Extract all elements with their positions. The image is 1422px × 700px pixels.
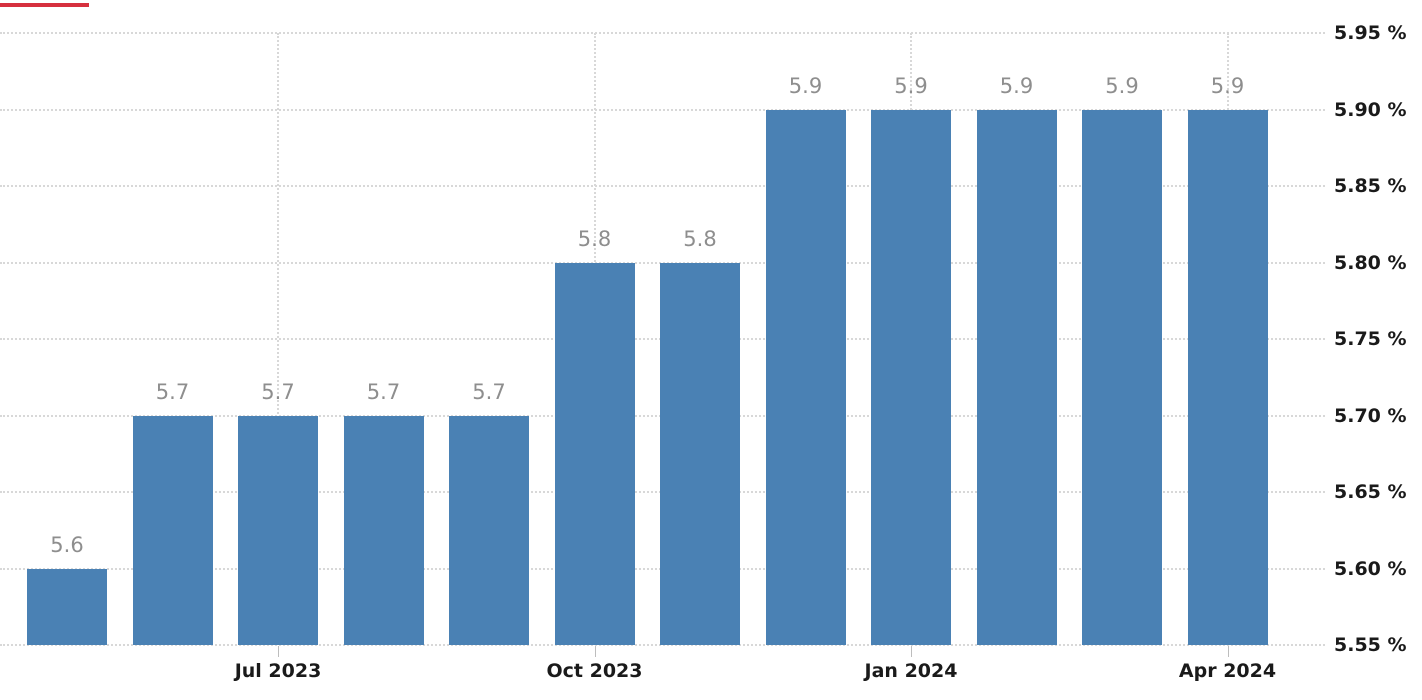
- bar-jun-2023: [132, 415, 213, 645]
- bar-jul-2023: [238, 415, 318, 645]
- bar-sep-2023: [449, 415, 529, 645]
- bar-dec-2023: [765, 109, 846, 645]
- y-axis-tick-label: 5.95 %: [1334, 22, 1407, 44]
- y-axis-tick-label: 5.70 %: [1334, 404, 1407, 427]
- bar-nov-2023: [660, 262, 740, 645]
- h-gridline: [0, 32, 1325, 34]
- x-axis-tick-label: Oct 2023: [546, 660, 643, 682]
- bar-mar-2024: [1082, 109, 1162, 645]
- bar-value-label: 5.9: [1210, 73, 1245, 98]
- bar-value-label: 5.9: [999, 73, 1034, 98]
- x-axis-tick: [278, 646, 279, 657]
- y-axis-tick-label: 5.55 %: [1334, 634, 1407, 656]
- bar-value-label: 5.9: [788, 73, 823, 98]
- bar-apr-2024: [1187, 109, 1268, 645]
- bar-aug-2023: [343, 415, 424, 645]
- bar-oct-2023: [554, 262, 635, 645]
- h-gridline: [0, 185, 1325, 187]
- bar-may-2023: [27, 568, 107, 645]
- x-axis-tick: [911, 646, 912, 657]
- y-axis-tick-label: 5.75 %: [1334, 328, 1407, 350]
- bar-jan-2024: [871, 109, 951, 645]
- x-axis-tick-label: Apr 2024: [1178, 660, 1277, 682]
- x-axis-tick-label: Jan 2024: [864, 660, 958, 682]
- x-axis-tick: [1227, 646, 1229, 657]
- bar-value-label: 5.9: [1105, 73, 1139, 98]
- h-gridline: [0, 108, 1325, 111]
- bar-value-label: 5.8: [577, 226, 612, 251]
- red-line-artifact: [0, 3, 89, 7]
- y-axis-tick-label: 5.90 %: [1334, 98, 1407, 121]
- y-axis-tick-label: 5.65 %: [1334, 481, 1407, 503]
- bar-value-label: 5.7: [261, 379, 295, 404]
- x-axis-tick-label: Jul 2023: [234, 660, 322, 682]
- y-axis-tick-label: 5.60 %: [1334, 557, 1407, 580]
- y-axis-tick-label: 5.85 %: [1334, 175, 1407, 197]
- bar-feb-2024: [976, 109, 1057, 645]
- x-axis-tick: [594, 646, 596, 657]
- bar-value-label: 5.9: [894, 73, 928, 98]
- bar-value-label: 5.7: [155, 379, 190, 404]
- bar-value-label: 5.7: [366, 379, 401, 404]
- y-axis-tick-label: 5.80 %: [1334, 251, 1407, 274]
- h-gridline: [0, 644, 1325, 646]
- bar-value-label: 5.6: [50, 532, 84, 557]
- bar-value-label: 5.8: [683, 226, 717, 251]
- bar-value-label: 5.7: [472, 379, 506, 404]
